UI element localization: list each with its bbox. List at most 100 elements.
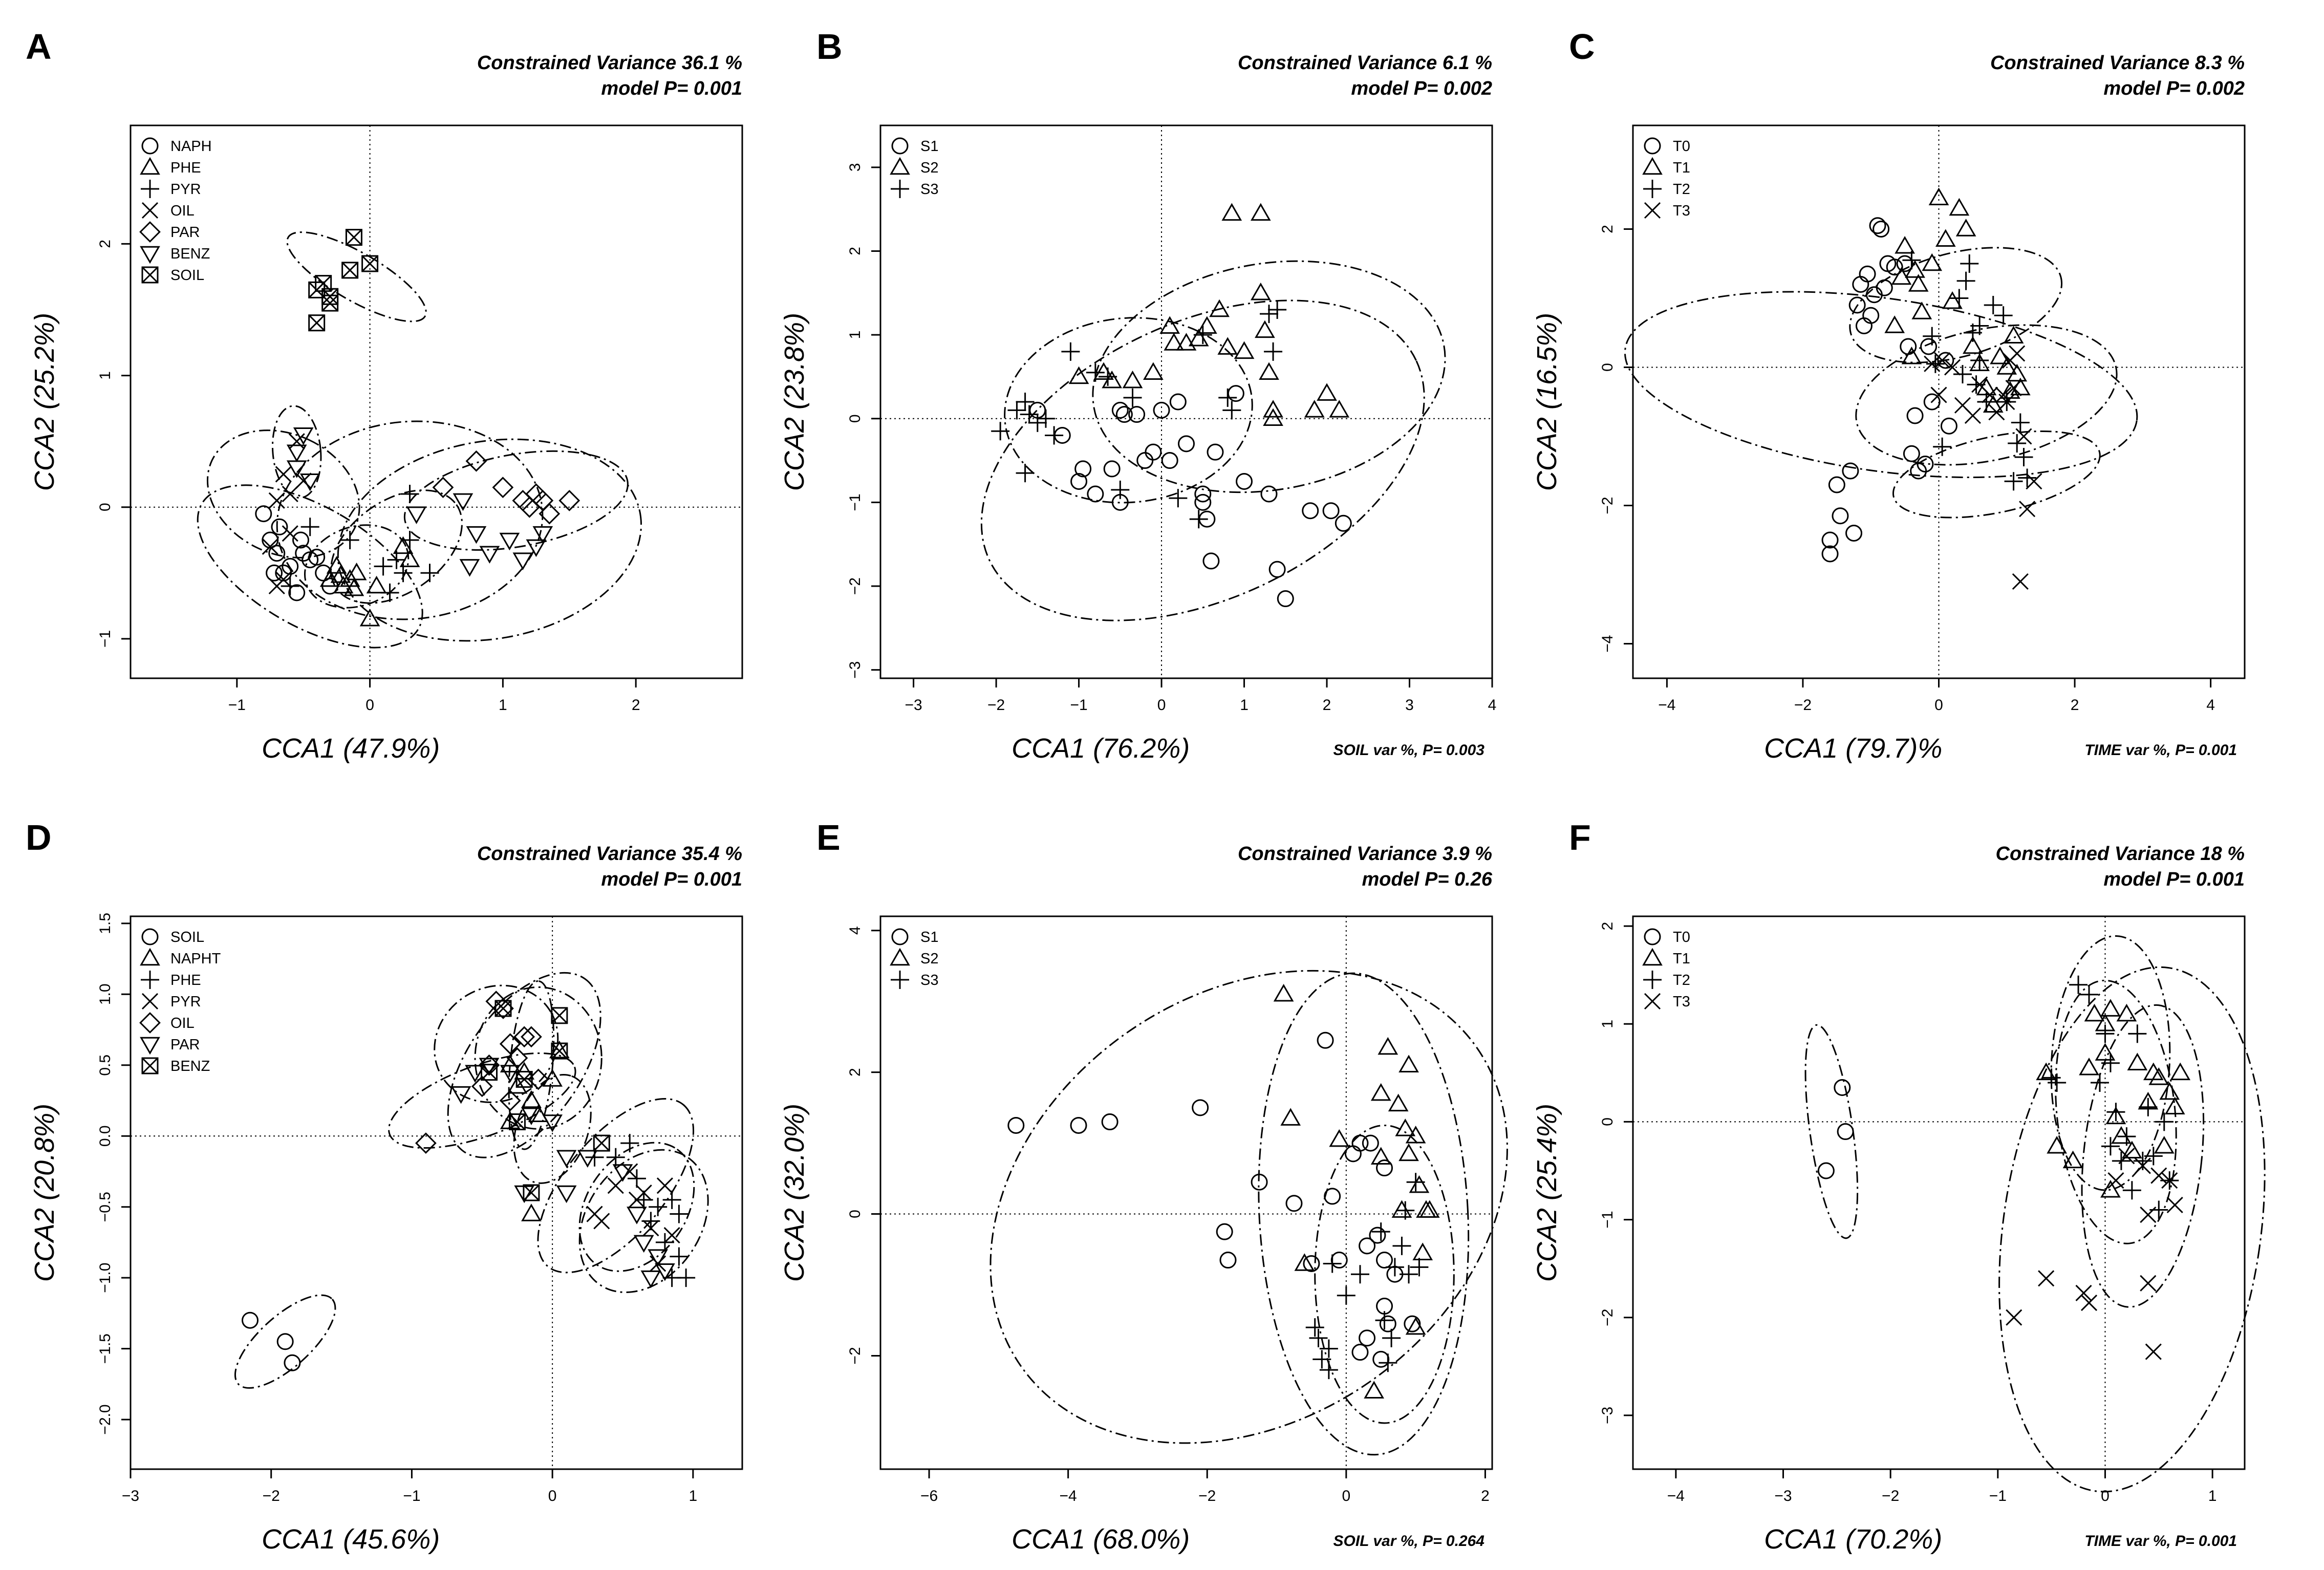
series-phe xyxy=(319,536,420,627)
y-tick-label: 2 xyxy=(97,240,114,248)
point-plus-17 xyxy=(1259,305,1278,324)
point-circle-24 xyxy=(1351,1344,1369,1361)
point-circle-20 xyxy=(1236,472,1253,490)
point-circle-1 xyxy=(1821,531,1839,549)
point-plus-16 xyxy=(1379,1353,1397,1372)
legend-label: T3 xyxy=(1673,994,1690,1010)
point-x-4 xyxy=(288,433,305,450)
x-tick-label: 1 xyxy=(1240,697,1249,714)
point-x-7 xyxy=(2134,1157,2151,1174)
x-tick-label: 2 xyxy=(632,697,640,714)
point-circle-25 xyxy=(1937,352,1954,369)
point-boxx-4 xyxy=(321,288,339,305)
x-axis-label: CCA1 (76.2%) xyxy=(1012,733,1190,764)
legend-label: PAR xyxy=(170,1037,200,1053)
point-triangle-17 xyxy=(1990,346,2010,364)
legend-label: T3 xyxy=(1673,203,1690,219)
point-triangle-down-12 xyxy=(286,444,307,462)
point-triangle-3 xyxy=(1329,1129,1350,1147)
point-triangle-down-14 xyxy=(655,1263,675,1281)
point-triangle-down-8 xyxy=(556,1185,577,1203)
point-triangle-11 xyxy=(1217,337,1238,355)
series-par xyxy=(450,1058,675,1288)
point-triangle-21 xyxy=(1329,400,1350,418)
legend-label: S2 xyxy=(920,951,938,967)
y-tick-label: 0 xyxy=(847,414,864,423)
point-circle-3 xyxy=(1192,1099,1209,1116)
point-circle-5 xyxy=(288,584,306,601)
legend: SOIL NAPHT PHE PYR OIL PAR BENZ xyxy=(139,928,221,1074)
constrained-variance: Constrained Variance 8.3 % xyxy=(1990,52,2245,74)
point-triangle-14 xyxy=(2148,1067,2169,1085)
point-circle-1 xyxy=(262,531,279,549)
y-tick-label: 0 xyxy=(97,503,114,511)
point-plus-16 xyxy=(2011,413,2030,432)
series-s3 xyxy=(1305,1173,1429,1380)
point-plus-0 xyxy=(1305,1318,1324,1337)
point-triangle-down-10 xyxy=(299,474,320,491)
legend: T0 T1 T2 T3 xyxy=(1642,137,1690,219)
point-circle-0 xyxy=(255,505,272,523)
point-plus-6 xyxy=(1960,254,1979,273)
confidence-ellipse xyxy=(578,1142,695,1272)
constrained-variance: Constrained Variance 18 % xyxy=(1996,843,2245,865)
legend-label: BENZ xyxy=(170,246,210,262)
point-triangle-20 xyxy=(2003,326,2024,343)
legend-label: PYR xyxy=(170,181,201,198)
point-plus-1 xyxy=(374,557,393,576)
y-tick-label: 2 xyxy=(847,247,864,255)
point-triangle-10 xyxy=(1405,1125,1426,1144)
point-circle-23 xyxy=(1277,590,1294,608)
point-triangle-17 xyxy=(1259,362,1279,380)
point-triangle-11 xyxy=(2127,1052,2148,1070)
point-plus-4 xyxy=(1950,289,1969,308)
point-triangle-12 xyxy=(1955,219,1976,236)
x-tick-label: 0 xyxy=(2101,1488,2110,1504)
legend-label: OIL xyxy=(170,203,195,219)
point-plus-5 xyxy=(1956,271,1975,290)
x-tick-label: −2 xyxy=(263,1488,280,1504)
point-triangle-5 xyxy=(1908,274,1929,292)
point-plus-10 xyxy=(1111,480,1130,499)
point-triangle-16 xyxy=(1255,320,1275,338)
point-triangle-10 xyxy=(2122,1141,2142,1159)
point-circle-8 xyxy=(1303,1255,1320,1272)
y-tick-label: −3 xyxy=(1599,1407,1616,1424)
point-x-2 xyxy=(275,466,292,483)
plot-frame xyxy=(1632,915,2246,1470)
legend: T0 T1 T2 T3 xyxy=(1642,928,1690,1010)
series-soil xyxy=(308,229,379,332)
confidence-ellipse xyxy=(2050,935,2171,1191)
point-plus-17 xyxy=(1319,1339,1338,1358)
point-triangle-13 xyxy=(1419,1200,1440,1218)
point-triangle-20 xyxy=(2095,1043,2116,1061)
point-plus-8 xyxy=(1375,1311,1394,1330)
point-triangle-8 xyxy=(1928,187,1949,205)
point-x-0 xyxy=(2006,1309,2022,1326)
y-tick-label: −0.5 xyxy=(97,1192,114,1222)
confidence-ellipse xyxy=(1314,1124,1455,1424)
x-tick-label: 1 xyxy=(689,1488,698,1504)
confidence-ellipse xyxy=(2081,1004,2205,1308)
y-tick-label: 1.5 xyxy=(97,913,114,934)
point-diamond-4 xyxy=(525,483,547,505)
series-t2 xyxy=(1902,251,2037,491)
point-triangle-4 xyxy=(346,563,367,580)
point-x-6 xyxy=(1982,386,1998,403)
point-plus-12 xyxy=(1994,306,2013,325)
confidence-ellipse xyxy=(337,438,642,642)
legend-label: NAPH xyxy=(170,138,212,155)
point-plus-5 xyxy=(1337,1286,1355,1305)
y-tick-label: 1.0 xyxy=(97,983,114,1005)
legend-label: PYR xyxy=(170,994,201,1010)
point-triangle-1 xyxy=(890,948,910,966)
panel-A: A Constrained Variance 36.1 % model P= 0.0… xyxy=(26,27,743,764)
x-tick-label: −2 xyxy=(1794,697,1812,714)
confidence-ellipse xyxy=(276,420,544,620)
point-triangle-10 xyxy=(1209,299,1230,317)
point-triangle-9 xyxy=(330,565,351,583)
confidence-ellipse xyxy=(1624,291,2138,479)
point-plus-6 xyxy=(2101,1053,2120,1072)
point-triangle-22 xyxy=(1263,408,1283,426)
point-circle-0 xyxy=(1644,137,1661,155)
